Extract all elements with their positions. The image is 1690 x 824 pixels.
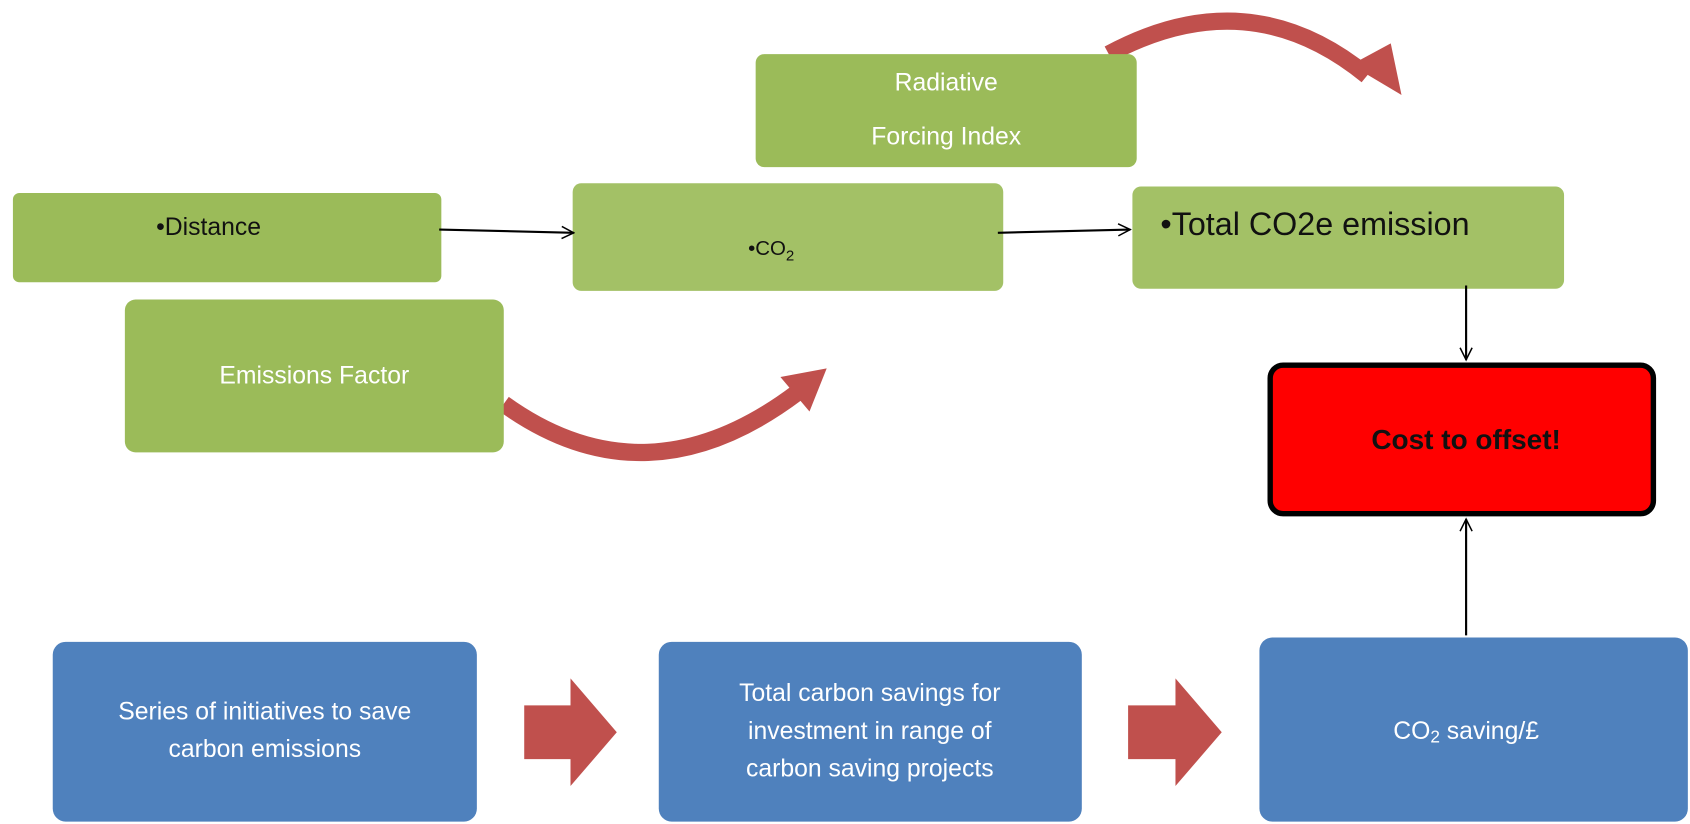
label: •Distance [156,214,261,241]
label: CO2 saving/£ [1393,718,1539,746]
label: •CO2 [748,237,794,264]
label: Series of initiatives to save [118,698,411,725]
box [52,641,477,822]
connector [997,230,1130,233]
box [1267,362,1657,517]
box [12,192,442,283]
block-arrow [524,678,617,787]
label: Radiative [895,70,998,97]
label: Forcing Index [871,124,1022,151]
box [658,641,1082,822]
label: Cost to offset! [1371,424,1561,455]
label: •Total CO2e emission [1160,206,1469,242]
box [755,54,1137,168]
label-text: saving/£ [1440,718,1539,745]
label-text: CO [1393,718,1430,745]
label: carbon emissions [169,736,362,763]
curved-arrow [1104,12,1373,83]
box [1259,637,1688,822]
box [572,183,1004,291]
label: investment in range of [748,718,992,745]
arrow-head [780,368,827,412]
arrow-head [1350,43,1402,95]
label: Emissions Factor [219,363,409,390]
subscript: 2 [1430,726,1440,746]
connector [439,230,574,233]
label: carbon saving projects [746,755,994,782]
label: Total carbon savings for [739,680,1000,707]
block-arrow [1128,678,1222,787]
subscript: 2 [786,247,794,264]
box [1132,186,1565,289]
label-text: •CO [748,237,786,260]
curved-arrow [498,386,802,462]
box [124,299,504,453]
